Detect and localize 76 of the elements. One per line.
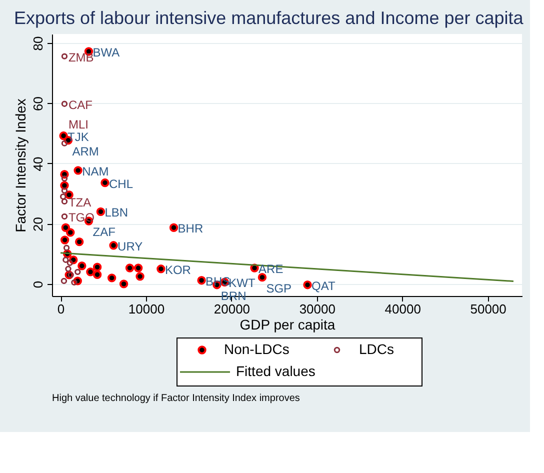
point — [74, 268, 81, 275]
point — [119, 280, 128, 288]
y-tick-label: 20 — [30, 216, 46, 232]
annotation: NAM — [82, 164, 109, 178]
point — [125, 264, 134, 272]
y-tick-label: 0 — [30, 280, 46, 288]
y-axis-title: Factor Intensity Index — [12, 98, 28, 232]
legend-label: Non-LDCs — [224, 341, 290, 357]
annotation: ARM — [72, 144, 99, 158]
point — [74, 237, 84, 246]
point — [109, 241, 118, 250]
point — [60, 194, 66, 200]
point — [96, 207, 106, 216]
point — [65, 266, 72, 272]
point — [61, 140, 68, 146]
annotation: LBN — [104, 206, 128, 220]
point — [61, 188, 68, 194]
annotation: ZMB — [68, 50, 94, 64]
point — [107, 274, 116, 282]
x-tick-label: 50000 — [470, 302, 506, 316]
point — [197, 276, 206, 285]
point — [60, 278, 68, 284]
point — [61, 223, 70, 232]
x-tick-label: 40000 — [384, 302, 421, 316]
point — [169, 223, 178, 232]
point — [100, 178, 110, 188]
point — [66, 228, 75, 237]
y-tick-label: 80 — [30, 36, 46, 51]
point — [78, 262, 86, 270]
annotation: BHS — [206, 274, 230, 288]
annotation: CAF — [68, 98, 92, 112]
x-tick-label: 30000 — [299, 302, 336, 316]
point — [61, 175, 68, 182]
point — [156, 264, 166, 274]
point — [71, 279, 78, 286]
point — [258, 272, 267, 282]
text: High value technology if Factor Intensity Index improves — [52, 393, 300, 404]
point — [92, 262, 102, 272]
point — [136, 272, 144, 281]
point — [61, 198, 68, 205]
annotation: QAT — [312, 278, 336, 293]
annotation: URY — [118, 239, 143, 254]
point — [303, 280, 312, 290]
point — [68, 272, 74, 278]
point — [66, 260, 74, 266]
point — [74, 166, 82, 175]
annotation: BWA — [92, 45, 120, 60]
point — [63, 244, 70, 251]
annotation: BHR — [178, 222, 204, 236]
annotation: KWT — [228, 276, 256, 290]
annotation: SGP — [266, 281, 292, 296]
point — [61, 100, 68, 107]
annotation: KOR — [164, 262, 192, 277]
annotation: TGO — [68, 210, 94, 224]
legend-label: LDCs — [359, 341, 394, 357]
annotation: ARE — [258, 262, 284, 276]
annotation: TZA — [68, 195, 92, 210]
chart-title: Exports of labour intensive manufactures and Income per capita — [14, 8, 524, 28]
annotation: TJK — [68, 130, 89, 144]
point — [86, 268, 95, 276]
x-axis-title: GDP per capita — [240, 316, 336, 332]
point — [134, 264, 143, 272]
annotation: MLI — [68, 117, 88, 132]
point — [61, 213, 68, 220]
x-tick-label: 10000 — [128, 302, 165, 316]
annotation: CHL — [108, 176, 134, 191]
point — [62, 256, 69, 263]
x-tick-label: 0 — [57, 302, 65, 316]
point — [61, 53, 68, 60]
annotation: ZAF — [92, 225, 116, 240]
point — [92, 270, 102, 279]
point — [60, 236, 70, 244]
y-tick-label: 60 — [30, 96, 46, 111]
legend-label: Fitted values — [236, 363, 316, 379]
x-tick-label: 20000 — [214, 302, 250, 316]
y-tick-label: 40 — [30, 156, 46, 172]
